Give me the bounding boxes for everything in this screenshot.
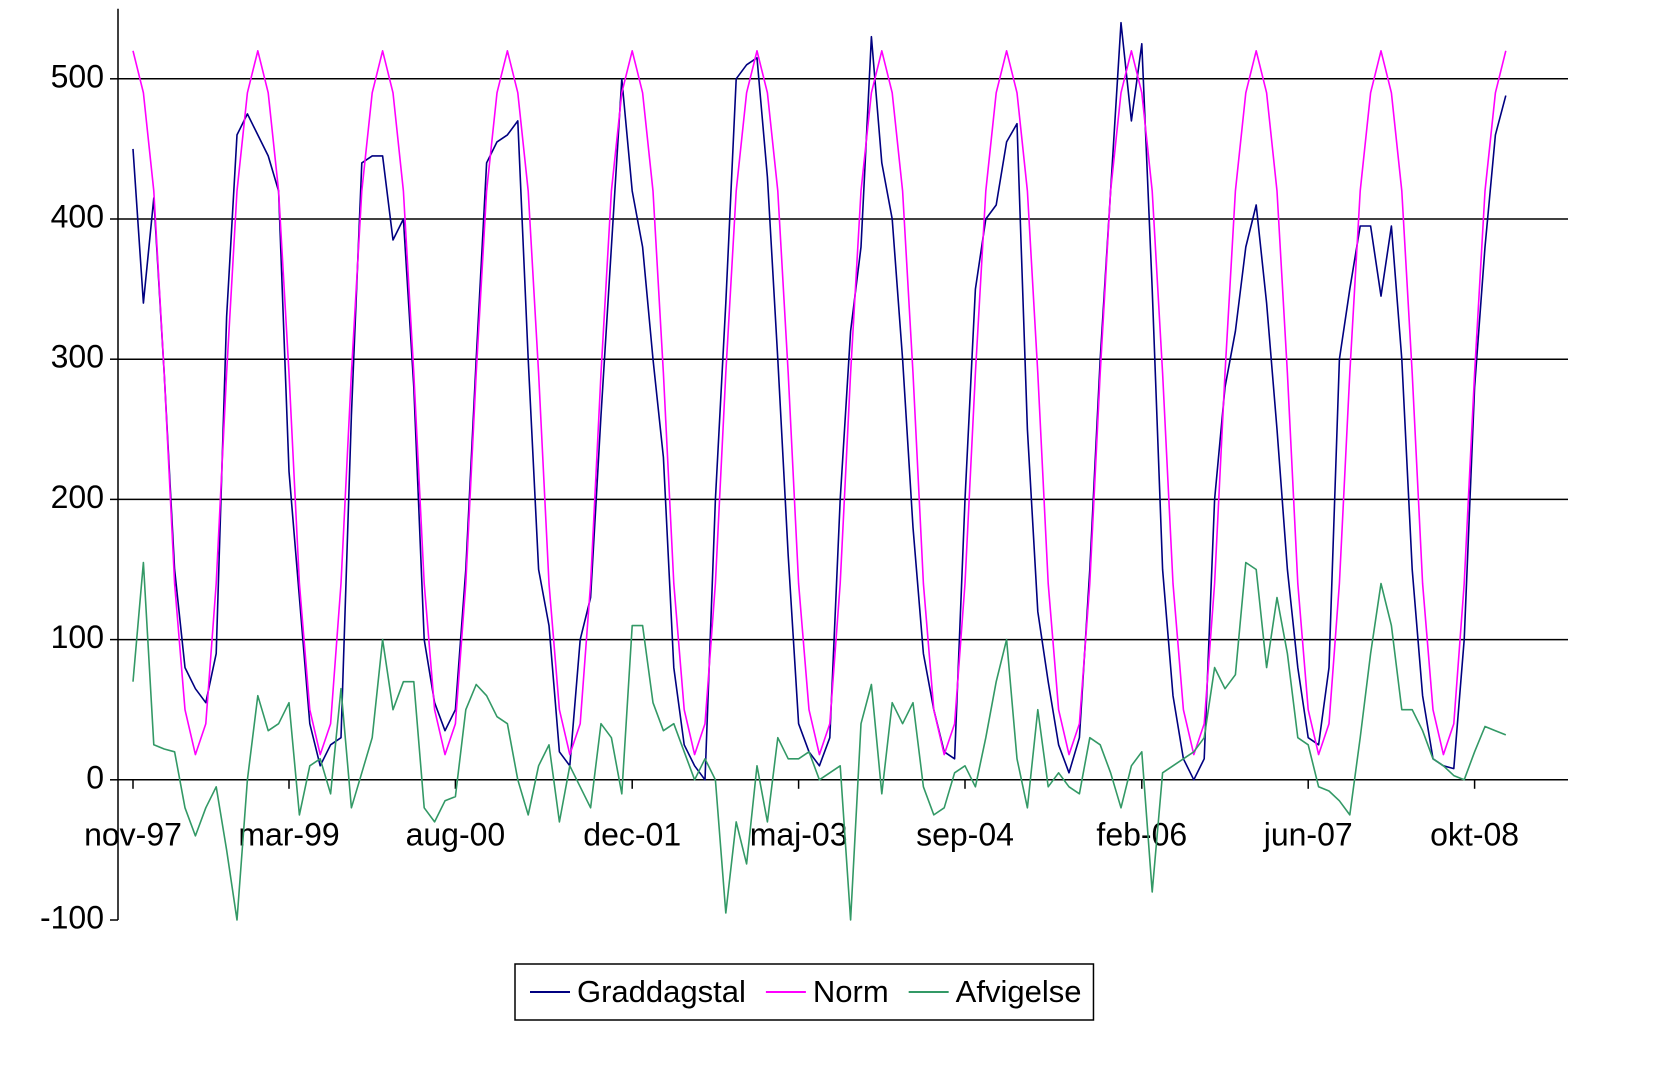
y-tick-label: 300: [51, 339, 104, 375]
x-tick-label: aug-00: [406, 816, 506, 852]
series-line: [132, 50, 1507, 756]
x-tick-label: jun-07: [1263, 816, 1353, 852]
x-tick-label: mar-99: [238, 816, 339, 852]
x-tick-label: feb-06: [1096, 816, 1187, 852]
series-line: [132, 21, 1507, 781]
legend-label: Graddagstal: [577, 974, 746, 1009]
x-tick-label: maj-03: [750, 816, 848, 852]
y-tick-label: 500: [51, 58, 104, 94]
legend-label: Norm: [813, 974, 889, 1009]
x-tick-label: okt-08: [1430, 816, 1519, 852]
y-tick-label: -100: [40, 899, 104, 935]
x-tick-label: dec-01: [583, 816, 681, 852]
y-tick-label: 400: [51, 198, 104, 234]
legend-label: Afvigelse: [956, 974, 1082, 1009]
legend: Graddagstal Norm Afvigelse: [514, 963, 1095, 1021]
x-tick-label: nov-97: [84, 816, 182, 852]
y-tick-label: 100: [51, 619, 104, 655]
series-line: [132, 561, 1507, 921]
y-tick-label: 200: [51, 479, 104, 515]
y-tick-label: 0: [86, 759, 104, 795]
x-tick-label: sep-04: [916, 816, 1014, 852]
